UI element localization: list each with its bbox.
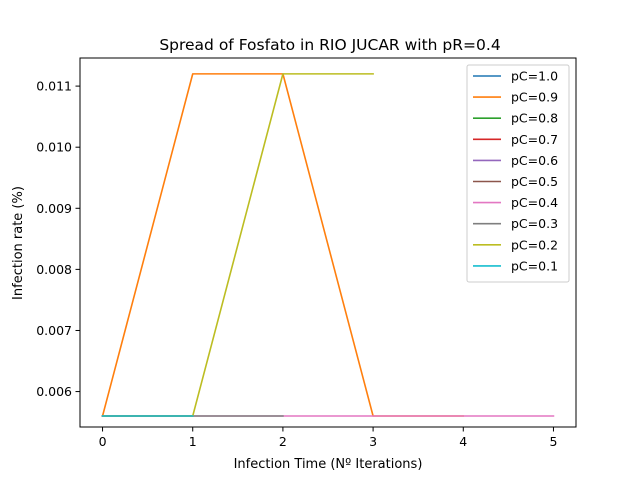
legend-label: pC=0.2	[511, 237, 558, 252]
x-axis: 0 1 2 3 4 5	[99, 427, 557, 449]
series-line-pc-0-9	[101, 73, 465, 417]
x-axis-label: Infection Time (Nº Iterations)	[234, 457, 423, 472]
chart-title: Spread of Fosfato in RIO JUCAR with pR=0…	[159, 36, 500, 54]
legend-entry: pC=0.8	[473, 111, 558, 126]
series-lines	[101, 73, 555, 417]
legend-label: pC=0.8	[511, 111, 558, 126]
series-line-pc-0-2	[101, 73, 374, 417]
legend-entry: pC=0.5	[473, 174, 558, 189]
x-tick-label: 4	[459, 434, 467, 449]
legend-label: pC=0.3	[511, 216, 558, 231]
legend-entry: pC=0.1	[473, 258, 558, 273]
legend-label: pC=0.5	[511, 174, 558, 189]
legend-label: pC=0.1	[511, 258, 558, 273]
legend-label: pC=0.6	[511, 153, 558, 168]
legend-entry: pC=0.3	[473, 216, 558, 231]
x-tick-label: 2	[279, 434, 287, 449]
y-tick-label: 0.007	[36, 323, 72, 338]
x-tick-label: 1	[189, 434, 197, 449]
y-axis: 0.006 0.007 0.008 0.009 0.010 0.011	[36, 79, 80, 399]
y-tick-label: 0.011	[36, 79, 72, 94]
y-tick-label: 0.008	[36, 262, 72, 277]
legend-entry: pC=0.7	[473, 132, 558, 147]
legend-label: pC=0.9	[511, 90, 558, 105]
plot-frame	[79, 57, 577, 428]
legend-entry: pC=1.0	[473, 69, 558, 84]
y-axis-label: Infection rate (%)	[11, 186, 26, 300]
x-tick-label: 3	[369, 434, 377, 449]
y-tick-label: 0.009	[36, 201, 72, 216]
legend-entry: pC=0.4	[473, 195, 558, 210]
legend-entry: pC=0.6	[473, 153, 558, 168]
legend-label: pC=1.0	[511, 69, 558, 84]
legend-entry: pC=0.9	[473, 90, 558, 105]
x-tick-label: 5	[549, 434, 557, 449]
legend-box	[466, 64, 570, 283]
legend-entry: pC=0.2	[473, 237, 558, 252]
legend-label: pC=0.4	[511, 195, 558, 210]
legend: pC=1.0 pC=0.9 pC=0.8 pC=0.7 pC=0.6 pC=0.5 pC=0…	[466, 64, 570, 283]
y-tick-label: 0.010	[36, 140, 72, 155]
legend-label: pC=0.7	[511, 132, 558, 147]
y-tick-label: 0.006	[36, 384, 72, 399]
x-tick-label: 0	[99, 434, 107, 449]
